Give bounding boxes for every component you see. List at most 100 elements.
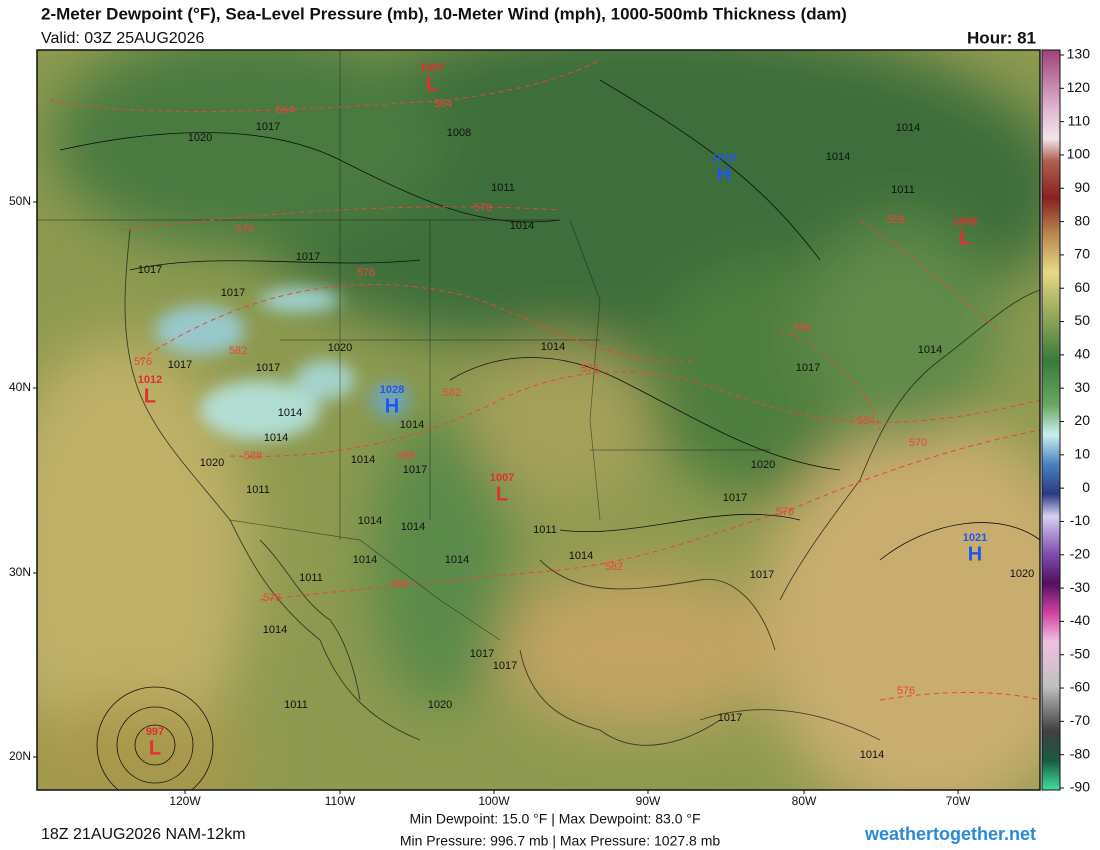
colorbar-label: -20 <box>1070 545 1090 561</box>
colorbar-label: -40 <box>1070 612 1090 628</box>
colorbar-label: 30 <box>1074 379 1090 395</box>
pressure-center-letter: L <box>496 483 508 505</box>
isobar-label: 1017 <box>750 569 774 581</box>
colorbar-label: -80 <box>1070 745 1090 761</box>
isobar-label: 1011 <box>533 524 557 536</box>
colorbar-label: -30 <box>1070 579 1090 595</box>
isobar-label: 1017 <box>403 464 427 476</box>
pressure-center-letter: L <box>426 73 438 95</box>
lat-label: 20N <box>9 749 31 763</box>
isobar-label: 1011 <box>299 572 323 584</box>
pressure-center-value: 1009 <box>953 216 977 228</box>
thickness-label: 588 <box>391 578 409 590</box>
pressure-center-value: 1021 <box>963 532 987 544</box>
isobar-label: 1017 <box>138 264 162 276</box>
isobar-label: 1014 <box>541 341 565 353</box>
pressure-center-value: 1012 <box>138 374 162 386</box>
isobar-label: 1014 <box>510 220 534 232</box>
pressure-center-value: 1028 <box>380 384 404 396</box>
isobars <box>59 79 1040 790</box>
colorbar-label: -60 <box>1070 679 1090 695</box>
model-run: 18Z 21AUG2026 NAM-12km <box>41 826 246 843</box>
colorbar-label: -50 <box>1070 645 1090 661</box>
pressure-center-letter: H <box>968 543 982 565</box>
colorbar-label: 60 <box>1074 279 1090 295</box>
thickness-label: 576 <box>134 356 152 368</box>
colorbar <box>1041 49 1061 791</box>
thickness-label: 564 <box>434 98 452 110</box>
lon-label: 70W <box>946 794 971 808</box>
isobar-label: 1017 <box>221 287 245 299</box>
pressure-center-letter: L <box>149 737 161 759</box>
colorbar-label: 0 <box>1082 479 1090 495</box>
isobar-label: 1011 <box>891 184 915 196</box>
pressure-center-value: 997 <box>146 726 164 738</box>
isobar-label: 1014 <box>358 515 382 527</box>
colorbar-label: 130 <box>1067 46 1091 62</box>
isobar-label: 1014 <box>351 454 375 466</box>
isobar-label: 1020 <box>751 459 775 471</box>
thickness-label: 564 <box>276 104 294 116</box>
forecast-hour: Hour: 81 <box>967 28 1036 47</box>
isobar-label: 1011 <box>491 182 515 194</box>
isobar-label: 1017 <box>470 648 494 660</box>
isobar-label: 1017 <box>256 121 280 133</box>
isobar-label: 1017 <box>718 712 742 724</box>
isobar-label: 1011 <box>246 484 270 496</box>
colorbar-label: 20 <box>1074 412 1090 428</box>
colorbar-label: 50 <box>1074 312 1090 328</box>
isobar-label: 1014 <box>918 344 942 356</box>
isobar-label: 1014 <box>353 554 377 566</box>
dewpoint-range: Min Dewpoint: 15.0 °F | Max Dewpoint: 83… <box>409 811 700 827</box>
colorbar-label: 80 <box>1074 212 1090 228</box>
borders <box>37 50 770 641</box>
title: 2-Meter Dewpoint (°F), Sea-Level Pressur… <box>41 4 847 23</box>
thickness-label: 576 <box>897 685 915 697</box>
pressure-range: Min Pressure: 996.7 mb | Max Pressure: 1… <box>400 833 721 849</box>
isobar-label: 1014 <box>400 419 424 431</box>
lat-label: 40N <box>9 380 31 394</box>
thickness-label: 570 <box>474 202 492 214</box>
site-name[interactable]: weathertogether.net <box>864 824 1036 844</box>
pressure-center-letter: H <box>717 163 731 185</box>
thickness-label: 576 <box>263 592 281 604</box>
coastlines <box>124 229 1040 746</box>
isobar-label: 1014 <box>860 749 884 761</box>
valid-time: Valid: 03Z 25AUG2026 <box>41 30 204 47</box>
colorbar-label: -10 <box>1070 512 1090 528</box>
isobar-label: 1017 <box>256 362 280 374</box>
isobar-label: 1014 <box>826 151 850 163</box>
thickness-label: 558 <box>887 214 905 226</box>
colorbar-label: 120 <box>1067 79 1091 95</box>
isobar-label: 1008 <box>447 127 471 139</box>
map-frame <box>36 49 1041 791</box>
thickness-label: 588 <box>244 450 262 462</box>
map-background <box>37 50 1040 790</box>
colorbar-label: -70 <box>1070 712 1090 728</box>
isobar-label: 1020 <box>200 457 224 469</box>
thickness-label: 570 <box>909 437 927 449</box>
colorbar-label: 70 <box>1074 246 1090 262</box>
thickness-label: 582 <box>443 387 461 399</box>
lon-label: 90W <box>636 794 661 808</box>
thickness-label: 582 <box>605 561 623 573</box>
lon-label: 110W <box>325 794 356 808</box>
pressure-center-letter: H <box>385 395 399 417</box>
lon-label: 80W <box>792 794 817 808</box>
pressure-center-letter: L <box>144 385 156 407</box>
isobar-label: 1017 <box>796 362 820 374</box>
isobar-label: 1017 <box>296 251 320 263</box>
pressure-center-value: 1007 <box>420 62 444 74</box>
thickness-label: 588 <box>397 450 415 462</box>
isobar-label: 1020 <box>188 132 212 144</box>
lat-label: 50N <box>9 194 31 208</box>
colorbar-label: -90 <box>1070 779 1090 795</box>
isobar-label: 1014 <box>569 550 593 562</box>
isobar-label: 1014 <box>264 432 288 444</box>
isobar-label: 1011 <box>284 699 308 711</box>
thickness-label: 576 <box>581 363 599 375</box>
thickness-label: 564 <box>857 415 875 427</box>
isobar-label: 1020 <box>428 699 452 711</box>
isobar-label: 1017 <box>168 359 192 371</box>
